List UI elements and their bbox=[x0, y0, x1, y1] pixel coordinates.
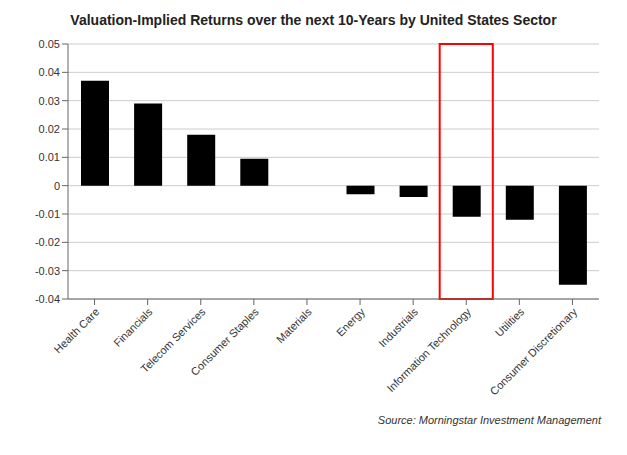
svg-text:-0.02: -0.02 bbox=[35, 236, 60, 248]
svg-text:-0.03: -0.03 bbox=[35, 265, 60, 277]
svg-text:-0.04: -0.04 bbox=[35, 293, 60, 305]
svg-text:0.03: 0.03 bbox=[39, 95, 60, 107]
html-text:Valuation-Implied Returns over: Valuation-Implied Returns over the next … bbox=[70, 12, 557, 28]
svg-text:Materials: Materials bbox=[274, 305, 314, 345]
svg-text:Information Technology: Information Technology bbox=[384, 305, 473, 394]
svg-text:Health Care: Health Care bbox=[51, 305, 101, 355]
svg-text:Telecom Services: Telecom Services bbox=[138, 305, 208, 375]
svg-text:Utilities: Utilities bbox=[493, 305, 527, 339]
svg-text:0.04: 0.04 bbox=[39, 66, 60, 78]
html-text:Source: Morningstar Investment: Source: Morningstar Investment Managemen… bbox=[377, 414, 601, 426]
svg-text:0.05: 0.05 bbox=[39, 38, 60, 50]
svg-text:0.01: 0.01 bbox=[39, 151, 60, 163]
svg-text:Industrials: Industrials bbox=[376, 305, 420, 349]
svg-text:Consumer Staples: Consumer Staples bbox=[188, 305, 261, 378]
svg-text:0: 0 bbox=[54, 180, 60, 192]
svg-text:Energy: Energy bbox=[334, 305, 367, 338]
svg-text:Financials: Financials bbox=[111, 305, 155, 349]
svg-text:-0.01: -0.01 bbox=[35, 208, 60, 220]
svg-text:0.02: 0.02 bbox=[39, 123, 60, 135]
svg-text:Consumer Discretionary: Consumer Discretionary bbox=[487, 305, 579, 397]
